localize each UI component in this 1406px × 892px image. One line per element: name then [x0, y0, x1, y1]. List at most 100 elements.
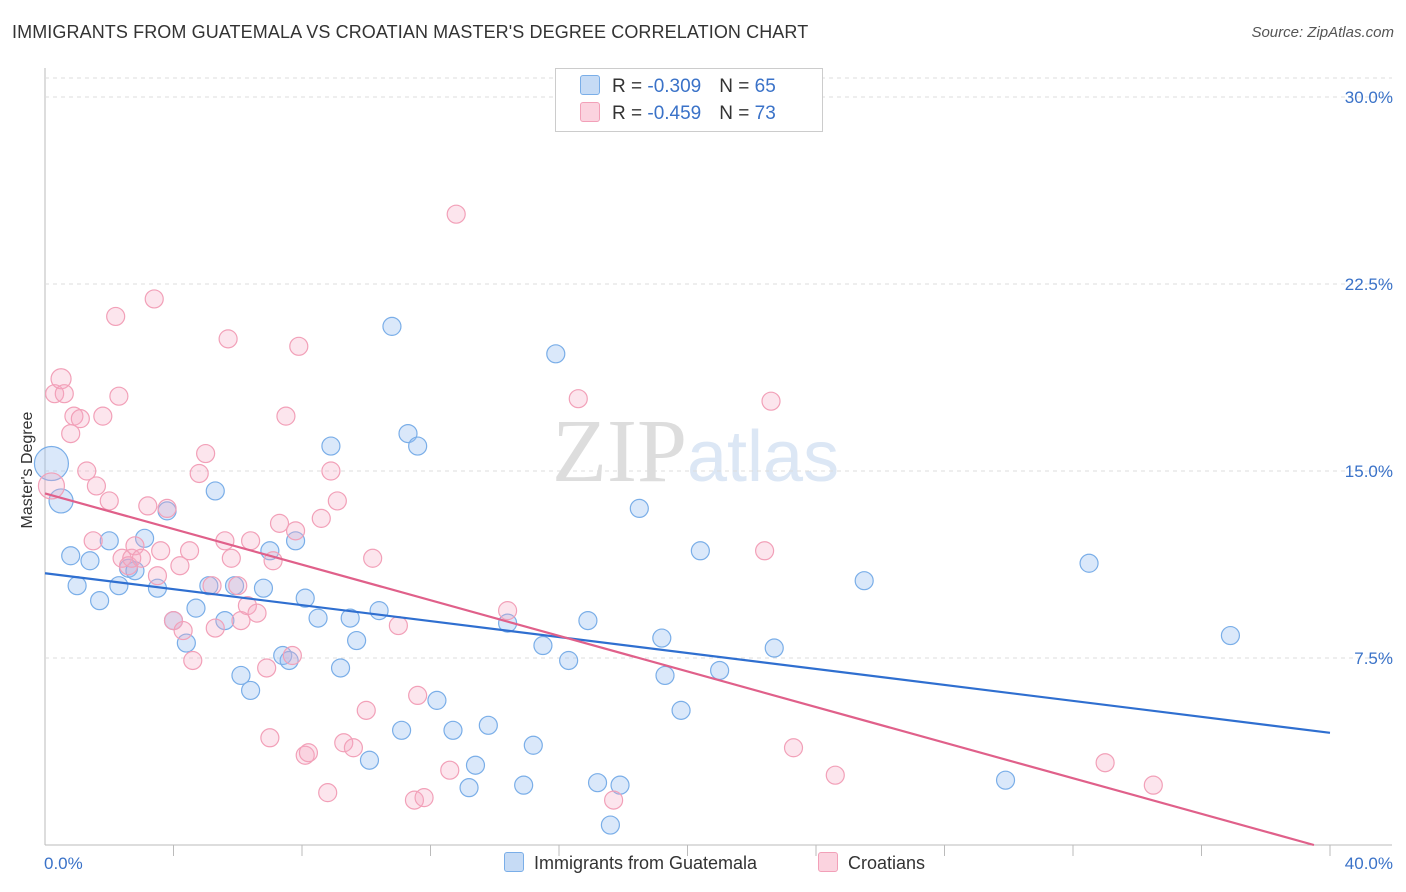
point-croatians [334, 733, 354, 753]
point-croatians [131, 548, 151, 568]
source-label: Source: ZipAtlas.com [1251, 24, 1394, 41]
legend-row-croatians: R = -0.459 N = 73 [580, 102, 776, 125]
point-croatians [247, 603, 267, 623]
point-croatians [276, 406, 296, 426]
bottom-legend-swatch-guatemala [504, 852, 524, 872]
point-croatians [440, 760, 460, 780]
point-croatians [109, 386, 129, 406]
point-croatians [388, 615, 408, 636]
point-croatians [408, 685, 428, 706]
point-guatemala [559, 650, 579, 671]
point-guatemala [90, 591, 110, 611]
point-croatians [122, 548, 142, 568]
y-tick-label: 22.5% [1345, 275, 1393, 294]
point-croatians [70, 409, 90, 429]
watermark-atlas: atlas [687, 417, 840, 497]
point-croatians [144, 289, 164, 309]
point-guatemala [427, 690, 447, 710]
point-guatemala [321, 436, 341, 456]
point-croatians [298, 743, 319, 763]
point-croatians [327, 491, 347, 511]
point-guatemala [176, 633, 196, 653]
point-croatians [282, 645, 302, 666]
point-croatians [189, 463, 209, 484]
point-guatemala [443, 720, 463, 740]
bottom-legend-swatch-croatians [818, 852, 838, 872]
point-guatemala [382, 316, 402, 336]
point-croatians [151, 541, 171, 561]
point-croatians [147, 566, 168, 586]
legend-n-label: N = [719, 103, 755, 124]
point-croatians [163, 610, 184, 631]
point-guatemala [995, 770, 1016, 790]
point-guatemala [205, 481, 225, 501]
bottom-legend-label-croatians: Croatians [848, 853, 926, 873]
point-guatemala [514, 775, 534, 795]
point-guatemala [523, 735, 543, 755]
point-guatemala [253, 578, 274, 598]
point-croatians [260, 728, 280, 748]
watermark: ZIPatlas [552, 400, 839, 503]
point-guatemala [67, 576, 87, 596]
point-guatemala [408, 436, 428, 456]
point-croatians [241, 531, 261, 551]
point-guatemala [655, 665, 675, 686]
point-croatians [269, 513, 290, 533]
point-guatemala [1079, 553, 1099, 573]
point-croatians [205, 618, 225, 638]
point-croatians [321, 461, 341, 481]
point-croatians [45, 384, 65, 404]
point-croatians [112, 548, 132, 568]
legend-n-value: 73 [754, 103, 776, 124]
trend-line-croatians [44, 492, 1315, 847]
point-croatians [761, 391, 781, 411]
trend-line-guatemala [44, 572, 1331, 734]
point-croatians [783, 738, 804, 758]
chart-title: IMMIGRANTS FROM GUATEMALA VS CROATIAN MA… [12, 22, 809, 42]
legend-r-label: R = [612, 103, 648, 124]
point-croatians [446, 204, 466, 224]
point-croatians [285, 521, 306, 541]
point-croatians [604, 790, 624, 810]
point-croatians [257, 658, 277, 678]
point-croatians [54, 384, 74, 404]
watermark-zip: ZIP [552, 402, 687, 501]
point-guatemala [764, 638, 784, 658]
point-croatians [311, 508, 331, 528]
point-croatians [825, 765, 845, 785]
point-croatians [106, 306, 126, 327]
point-croatians [86, 476, 107, 496]
point-guatemala [578, 610, 598, 631]
point-croatians [183, 650, 203, 671]
point-croatians [295, 745, 315, 765]
point-croatians [414, 788, 434, 808]
point-croatians [568, 389, 588, 409]
point-guatemala [359, 750, 380, 770]
point-croatians [498, 601, 518, 621]
point-guatemala [241, 680, 261, 701]
point-croatians [196, 443, 216, 464]
y-tick-label: 7.5% [1354, 649, 1393, 668]
legend-row-guatemala: R = -0.309 N = 65 [580, 75, 776, 98]
point-guatemala [854, 571, 874, 591]
point-guatemala [134, 528, 155, 548]
x-tick-label: 0.0% [44, 854, 83, 873]
point-guatemala [459, 778, 479, 798]
point-guatemala [369, 601, 389, 621]
point-guatemala [80, 551, 100, 571]
point-guatemala [273, 645, 293, 666]
legend-swatch-croatians [580, 102, 600, 122]
point-croatians [179, 541, 200, 561]
point-guatemala [33, 445, 70, 482]
point-croatians [77, 461, 97, 481]
correlation-legend: R = -0.309 N = 65 R = -0.459 N = 73 [555, 68, 823, 132]
point-croatians [343, 738, 363, 758]
point-croatians [99, 491, 119, 511]
point-croatians [356, 700, 376, 720]
point-guatemala [330, 658, 351, 678]
point-croatians [228, 576, 248, 596]
point-guatemala [285, 531, 306, 551]
bottom-legend-guatemala: Immigrants from Guatemala [504, 852, 757, 874]
point-croatians [202, 576, 222, 596]
